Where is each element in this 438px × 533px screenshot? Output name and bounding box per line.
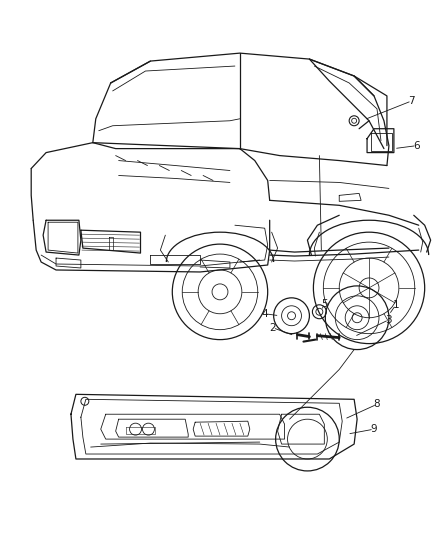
- Text: 3: 3: [385, 314, 392, 325]
- Text: 7: 7: [409, 96, 415, 106]
- Text: 8: 8: [374, 399, 380, 409]
- Text: 5: 5: [321, 299, 328, 309]
- Text: 1: 1: [392, 300, 399, 310]
- Text: 2: 2: [269, 322, 276, 333]
- Text: 4: 4: [261, 309, 268, 319]
- Text: 9: 9: [371, 424, 377, 434]
- Text: 6: 6: [413, 141, 420, 151]
